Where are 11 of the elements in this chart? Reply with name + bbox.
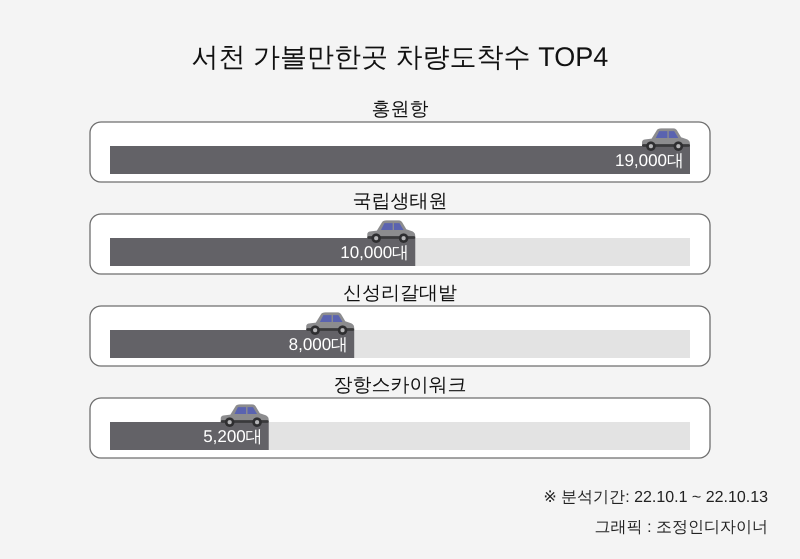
- value-label: 8,000대: [288, 335, 348, 354]
- value-label: 19,000대: [615, 151, 684, 170]
- title: 서천 가볼만한곳 차량도착수 TOP4: [192, 42, 608, 72]
- annotation: 그래픽 : 조정인디자이너: [594, 519, 768, 536]
- value-label: 10,000대: [340, 243, 410, 262]
- value-label: 5,200대: [203, 427, 263, 446]
- category-label: 국립생태원: [352, 191, 448, 212]
- category-label: 장항스카이워크: [334, 375, 466, 396]
- annotation: ※ 분석기간: 22.10.1 ~ 22.10.13: [543, 489, 768, 506]
- category-label: 홍원항: [372, 99, 428, 120]
- category-label: 신성리갈대밭: [343, 283, 457, 304]
